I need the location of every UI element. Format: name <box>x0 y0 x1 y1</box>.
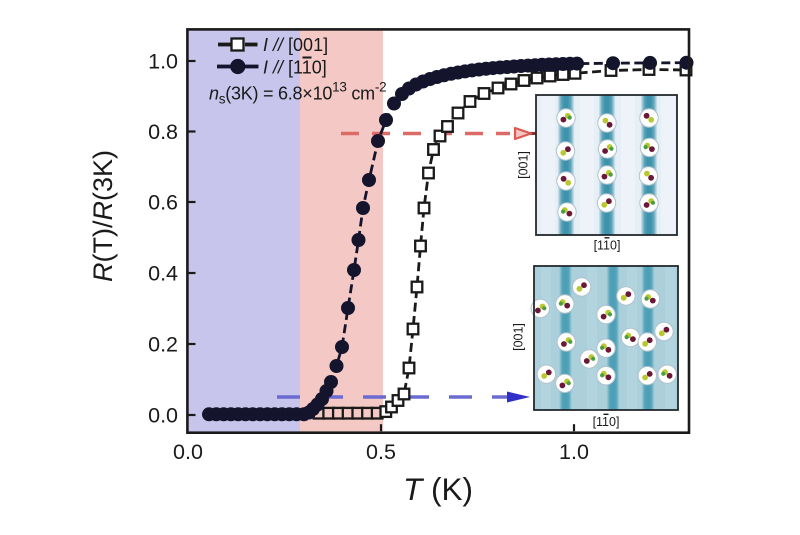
svg-text:ns(3K) = 6.8×1013 cm-2: ns(3K) = 6.8×1013 cm-2 <box>209 80 386 107</box>
svg-text:I // [110]: I // [110] <box>263 58 327 78</box>
svg-text:[110]: [110] <box>594 239 621 253</box>
svg-text:0.5: 0.5 <box>366 440 396 464</box>
svg-text:R(T)/R(3K): R(T)/R(3K) <box>88 150 118 282</box>
svg-text:I // [001]: I // [001] <box>263 35 328 55</box>
svg-text:0.0: 0.0 <box>148 404 178 428</box>
svg-text:[001]: [001] <box>512 323 526 351</box>
svg-text:0.2: 0.2 <box>148 333 178 357</box>
svg-text:1.0: 1.0 <box>559 440 589 464</box>
svg-text:0.4: 0.4 <box>148 262 178 286</box>
svg-text:[110]: [110] <box>593 415 620 429</box>
svg-text:0.8: 0.8 <box>148 120 178 144</box>
svg-text:0.6: 0.6 <box>148 191 178 215</box>
svg-text:T (K): T (K) <box>403 471 473 507</box>
svg-text:0.0: 0.0 <box>173 440 203 464</box>
svg-text:1.0: 1.0 <box>148 50 178 74</box>
svg-text:[001]: [001] <box>517 151 531 179</box>
